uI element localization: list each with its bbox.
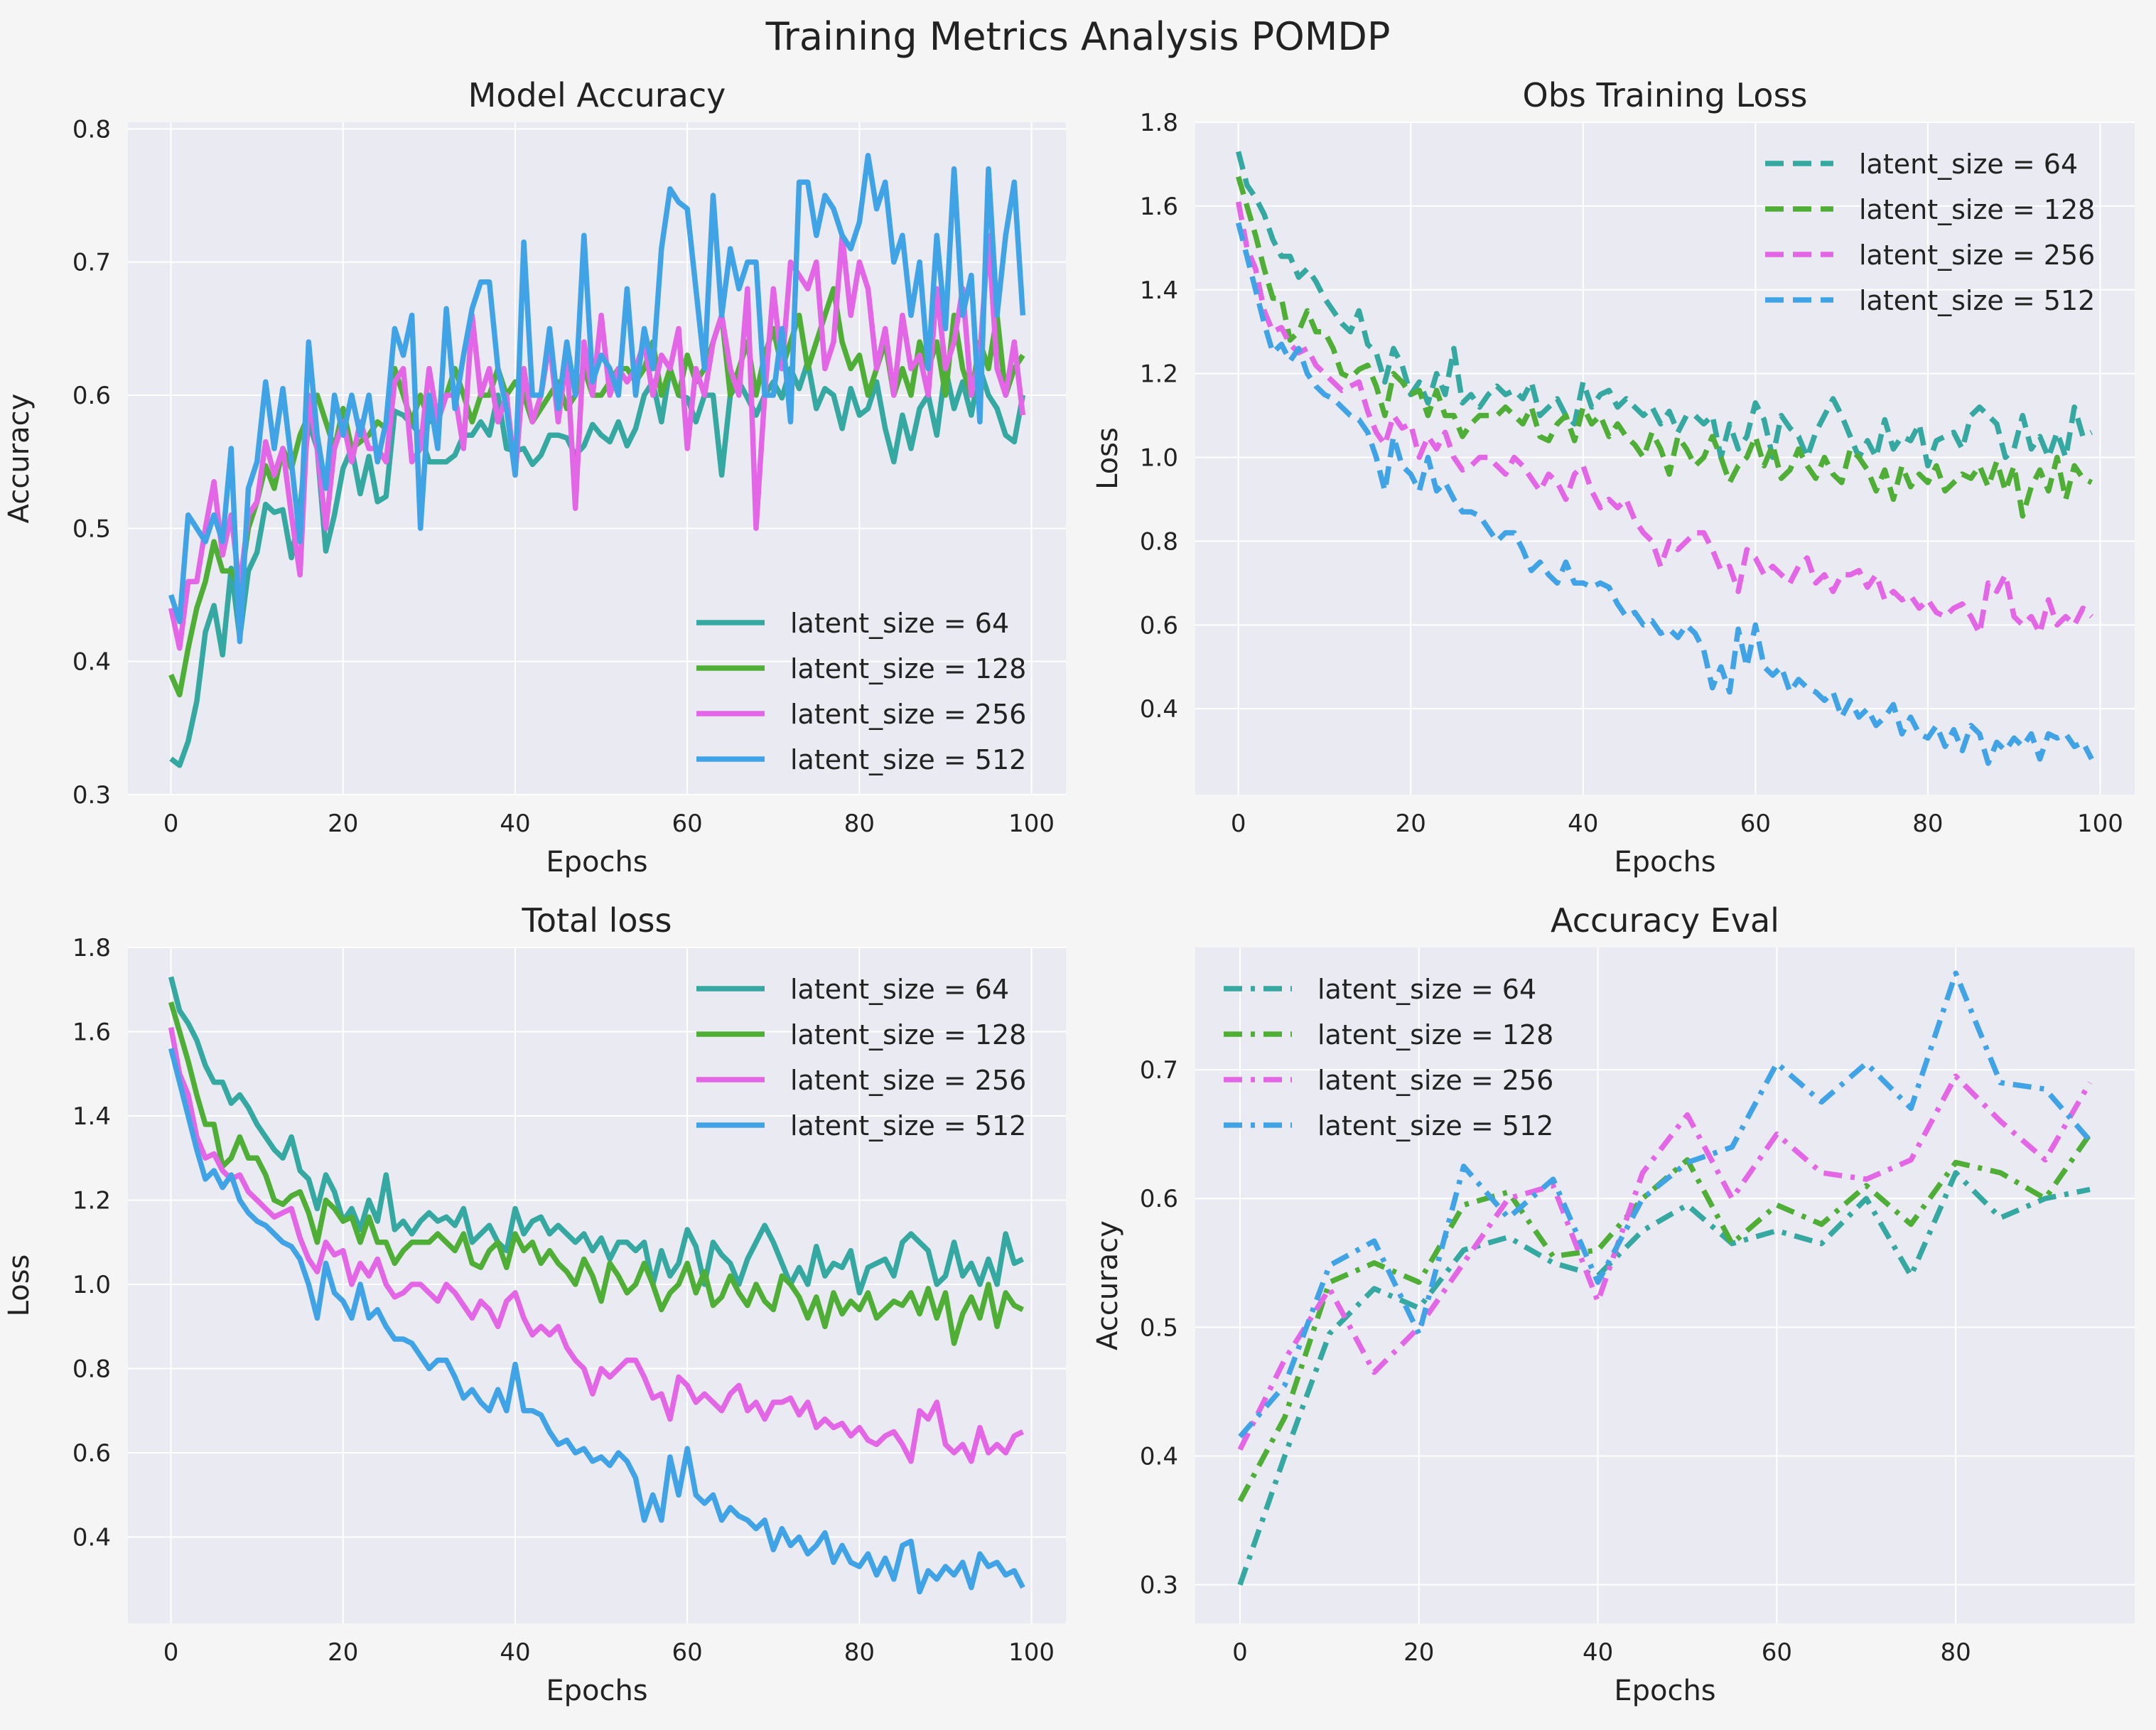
legend-label: latent_size = 128	[1317, 1019, 1553, 1051]
x-tick-label: 60	[672, 810, 703, 838]
subplot-title: Model Accuracy	[468, 76, 726, 114]
y-tick-label: 0.3	[72, 781, 111, 810]
y-axis-label: Accuracy	[3, 394, 36, 524]
legend-label: latent_size = 64	[1317, 974, 1536, 1005]
x-tick-label: 60	[1762, 1638, 1792, 1667]
legend-label: latent_size = 256	[790, 699, 1026, 730]
y-tick-label: 0.6	[72, 1439, 111, 1468]
x-tick-label: 0	[163, 1638, 179, 1667]
subplot-title: Accuracy Eval	[1551, 901, 1779, 940]
y-tick-label: 1.8	[1140, 109, 1178, 137]
x-tick-label: 80	[844, 810, 875, 838]
x-tick-label: 0	[1232, 1638, 1248, 1667]
x-tick-label: 0	[163, 810, 179, 838]
y-tick-label: 1.4	[1140, 276, 1178, 305]
x-tick-label: 100	[1008, 1638, 1055, 1667]
x-tick-label: 60	[1740, 810, 1771, 838]
x-axis-label: Epochs	[546, 1675, 647, 1707]
legend-label: latent_size = 256	[1859, 240, 2095, 271]
x-tick-label: 40	[1568, 810, 1598, 838]
subplot-title: Total loss	[522, 901, 672, 940]
x-tick-label: 20	[1403, 1638, 1434, 1667]
figure-title: Training Metrics Analysis POMDP	[765, 14, 1391, 59]
y-tick-label: 1.4	[72, 1102, 111, 1131]
subplot-total-loss: 0 20 40 60 80 100 0.4 0.6 0.8 1.0 1.2 1.4 1.6 1.8 Tota…	[3, 901, 1066, 1707]
x-tick-label: 20	[328, 810, 358, 838]
y-tick-label: 0.4	[1140, 1443, 1178, 1471]
legend-label: latent_size = 64	[1859, 149, 2078, 180]
subplot-accuracy-eval: 0 20 40 60 80 0.3 0.4 0.5 0.6 0.7 Accuracy Eval Epo…	[1092, 901, 2135, 1707]
y-tick-label: 1.8	[72, 934, 111, 962]
legend-label: latent_size = 64	[790, 608, 1009, 639]
legend-label: latent_size = 512	[790, 744, 1026, 775]
y-tick-label: 0.8	[72, 115, 111, 144]
x-tick-label: 40	[1583, 1638, 1613, 1667]
y-tick-label: 0.8	[72, 1355, 111, 1384]
y-tick-label: 0.6	[1140, 611, 1178, 640]
legend-label: latent_size = 128	[1859, 194, 2095, 225]
subplot-model-accuracy: 0 20 40 60 80 100 0.3 0.4 0.5 0.6 0.7 0.8 Model Accu…	[3, 76, 1066, 879]
y-tick-label: 0.8	[1140, 527, 1178, 556]
x-axis-label: Epochs	[546, 846, 647, 879]
x-tick-label: 20	[1396, 810, 1426, 838]
x-tick-label: 100	[1008, 810, 1055, 838]
subplot-title: Obs Training Loss	[1522, 76, 1807, 114]
y-tick-label: 0.4	[72, 1524, 111, 1552]
y-tick-label: 1.6	[1140, 193, 1178, 221]
y-tick-label: 0.4	[72, 648, 111, 677]
x-tick-label: 80	[1912, 810, 1943, 838]
y-axis-label: Loss	[3, 1254, 36, 1317]
legend-label: latent_size = 512	[1859, 285, 2095, 316]
legend-label: latent_size = 64	[790, 974, 1009, 1005]
x-tick-label: 60	[672, 1638, 703, 1667]
y-tick-label: 1.2	[1140, 360, 1178, 389]
subplot-obs-training-loss: 0 20 40 60 80 100 0.4 0.6 0.8 1.0 1.2 1.4 1.6 1.8 Obs …	[1092, 76, 2135, 879]
x-axis-label: Epochs	[1614, 1675, 1715, 1707]
legend-label: latent_size = 128	[790, 653, 1026, 684]
y-tick-label: 0.5	[1140, 1313, 1178, 1342]
x-tick-label: 40	[500, 1638, 530, 1667]
x-tick-label: 80	[844, 1638, 875, 1667]
legend-label: latent_size = 256	[790, 1065, 1026, 1096]
x-tick-label: 20	[328, 1638, 358, 1667]
y-tick-label: 1.0	[1140, 444, 1178, 473]
y-tick-label: 1.6	[72, 1019, 111, 1047]
legend-label: latent_size = 128	[790, 1019, 1026, 1051]
y-tick-label: 0.6	[72, 382, 111, 410]
y-tick-label: 0.3	[1140, 1571, 1178, 1600]
legend-label: latent_size = 256	[1317, 1065, 1553, 1096]
y-tick-label: 0.5	[72, 515, 111, 543]
y-tick-label: 0.4	[1140, 695, 1178, 724]
y-tick-label: 1.2	[72, 1187, 111, 1215]
x-axis-label: Epochs	[1614, 846, 1715, 879]
legend-label: latent_size = 512	[1317, 1110, 1553, 1141]
x-tick-label: 100	[2077, 810, 2123, 838]
y-tick-label: 1.0	[72, 1271, 111, 1299]
y-axis-label: Accuracy	[1092, 1220, 1124, 1350]
x-tick-label: 0	[1231, 810, 1246, 838]
legend-label: latent_size = 512	[790, 1110, 1026, 1141]
y-tick-label: 0.7	[1140, 1056, 1178, 1085]
y-axis-label: Loss	[1092, 427, 1124, 490]
y-tick-label: 0.7	[72, 249, 111, 277]
y-tick-label: 0.6	[1140, 1185, 1178, 1213]
x-tick-label: 80	[1941, 1638, 1971, 1667]
x-tick-label: 40	[500, 810, 530, 838]
